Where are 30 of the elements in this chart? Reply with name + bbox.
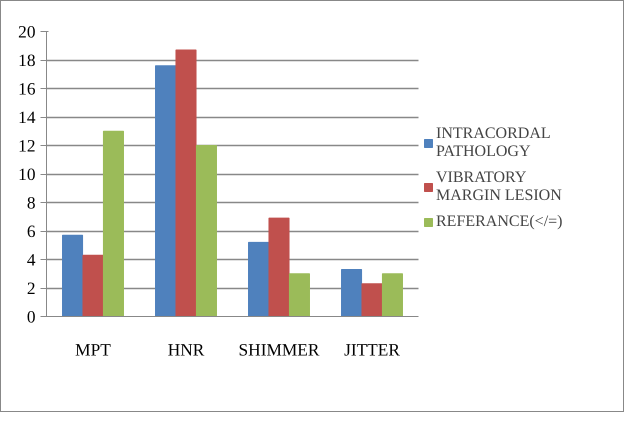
bar — [248, 242, 270, 316]
bar — [82, 254, 104, 316]
bar — [382, 273, 403, 316]
bar — [102, 130, 124, 316]
y-tick-label: 4 — [26, 250, 36, 270]
bar — [196, 145, 217, 316]
y-tick-label: 20 — [18, 22, 36, 42]
x-tick-label: MPT — [75, 340, 112, 360]
bar — [341, 268, 362, 316]
y-tick-label: 18 — [18, 51, 36, 70]
legend-label: REFERANCE(</=) — [436, 213, 562, 231]
y-tick-label: 10 — [18, 165, 36, 184]
x-tick-label: HNR — [168, 340, 205, 360]
bar — [288, 273, 310, 316]
y-tick-label: 14 — [18, 108, 36, 127]
x-tick-label: SHIMMER — [238, 340, 320, 360]
y-tick-label: 16 — [18, 80, 36, 98]
bar — [155, 65, 176, 316]
bar — [361, 283, 383, 316]
y-tick-label: 6 — [26, 222, 36, 241]
bar — [268, 218, 290, 316]
legend-label: INTRACORDAL PATHOLOGY — [436, 125, 551, 161]
y-tick-label: 2 — [26, 279, 36, 298]
x-tick-label: JITTER — [344, 340, 400, 360]
legend-label: VIBRATORY MARGIN LESION — [436, 169, 562, 205]
y-tick-label: 12 — [18, 136, 36, 156]
y-tick-label: 8 — [26, 194, 36, 212]
bar — [62, 234, 84, 316]
y-tick-label: 0 — [26, 308, 36, 326]
bar — [175, 50, 197, 316]
